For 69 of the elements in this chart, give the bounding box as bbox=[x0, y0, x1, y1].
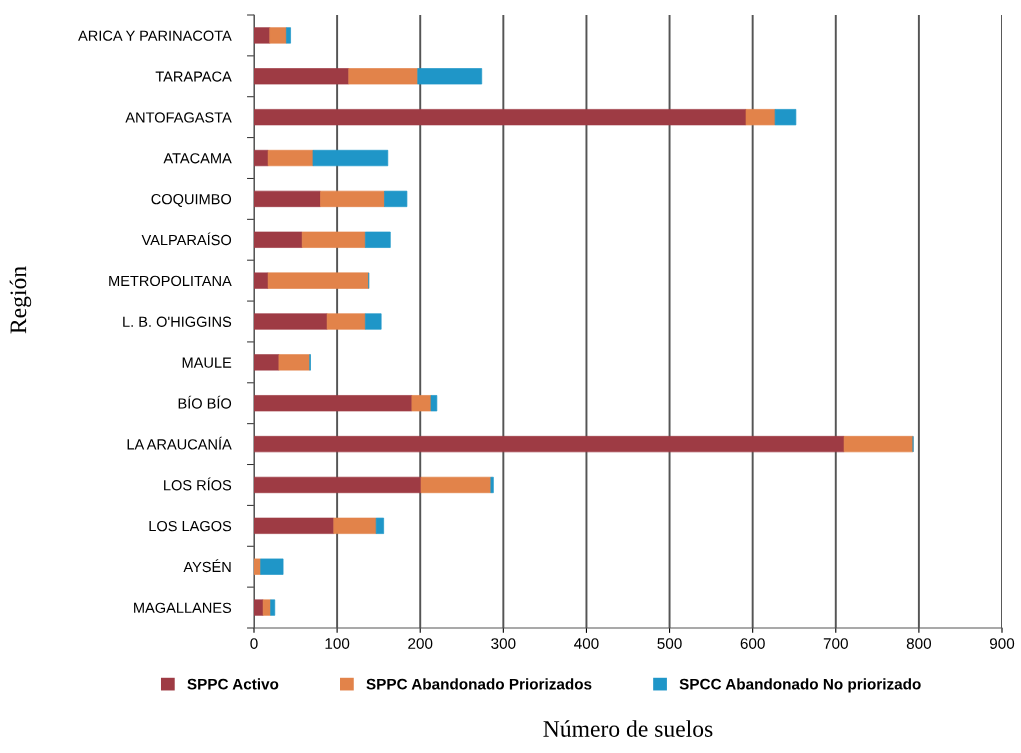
bar bbox=[375, 517, 384, 534]
y-tick-label: AYSÉN bbox=[183, 559, 231, 573]
bar bbox=[286, 27, 291, 44]
y-tick-label: METROPOLITANA bbox=[109, 275, 232, 287]
x-tick-label: 900 bbox=[989, 638, 1015, 649]
legend-label: SPCC Abandonado No priorizado bbox=[679, 678, 921, 693]
y-tick-label: ANTOFAGASTA bbox=[125, 112, 232, 123]
bar bbox=[333, 517, 377, 534]
bar bbox=[254, 313, 328, 330]
bar bbox=[301, 231, 366, 248]
bar bbox=[774, 109, 797, 126]
bar bbox=[745, 109, 776, 126]
bar bbox=[267, 149, 314, 167]
y-tick-label: BÍO BÍO bbox=[178, 395, 232, 409]
x-tick-label: 300 bbox=[491, 638, 516, 649]
bar bbox=[411, 395, 432, 412]
x-axis-title: Número de suelos bbox=[543, 720, 713, 737]
y-tick-label: MAULE bbox=[182, 357, 232, 368]
bar bbox=[267, 272, 370, 289]
bar bbox=[384, 190, 408, 208]
x-tick-label: 400 bbox=[574, 638, 599, 649]
y-axis-title: Región bbox=[9, 266, 32, 334]
x-tick-label: 600 bbox=[740, 638, 765, 649]
x-tick-label: 0 bbox=[250, 638, 258, 649]
bar bbox=[270, 599, 276, 616]
y-tick-label: VALPARAÍSO bbox=[141, 232, 232, 246]
bar bbox=[490, 476, 494, 494]
bar bbox=[254, 190, 321, 208]
bar bbox=[254, 354, 280, 371]
bar bbox=[254, 476, 422, 494]
bar bbox=[254, 517, 335, 534]
bar bbox=[430, 395, 438, 412]
y-tick-label: LA ARAUCANÍA bbox=[127, 436, 232, 450]
bar bbox=[254, 68, 350, 85]
bar bbox=[254, 272, 269, 289]
legend-label: SPPC Activo bbox=[187, 678, 279, 690]
bar bbox=[254, 435, 845, 453]
bar bbox=[320, 190, 385, 208]
y-tick-label: TARAPACA bbox=[155, 71, 232, 82]
x-tick-label: 100 bbox=[325, 638, 350, 649]
bar bbox=[254, 395, 413, 412]
bar bbox=[420, 476, 492, 494]
bar bbox=[254, 27, 271, 44]
bar bbox=[312, 149, 389, 167]
bar bbox=[254, 109, 747, 126]
bar bbox=[278, 354, 311, 371]
y-tick-label: LOS RÍOS bbox=[164, 477, 232, 491]
legend-label: SPPC Abandonado Priorizados bbox=[366, 678, 592, 690]
y-tick-label: L. B. O'HIGGINS bbox=[123, 316, 232, 327]
bar bbox=[254, 231, 303, 248]
y-tick-label: COQUIMBO bbox=[151, 194, 232, 207]
bar bbox=[254, 558, 261, 575]
bar bbox=[417, 68, 483, 85]
y-tick-label: ARICA Y PARINACOTA bbox=[78, 30, 232, 41]
bar bbox=[269, 27, 287, 44]
bar bbox=[326, 313, 366, 330]
bar bbox=[260, 558, 284, 575]
bar bbox=[262, 599, 271, 616]
x-tick-label: 200 bbox=[408, 638, 433, 649]
bar bbox=[348, 68, 419, 85]
bar bbox=[365, 231, 391, 248]
y-tick-label: MAGALLANES bbox=[134, 602, 232, 613]
bar bbox=[843, 435, 914, 453]
x-tick-label: 700 bbox=[823, 638, 848, 649]
y-tick-label: LOS LAGOS bbox=[149, 520, 232, 532]
x-tick-label: 800 bbox=[906, 638, 932, 649]
y-tick-label: ATACAMA bbox=[163, 153, 232, 164]
x-tick-label: 500 bbox=[657, 638, 682, 649]
bar bbox=[365, 313, 382, 330]
